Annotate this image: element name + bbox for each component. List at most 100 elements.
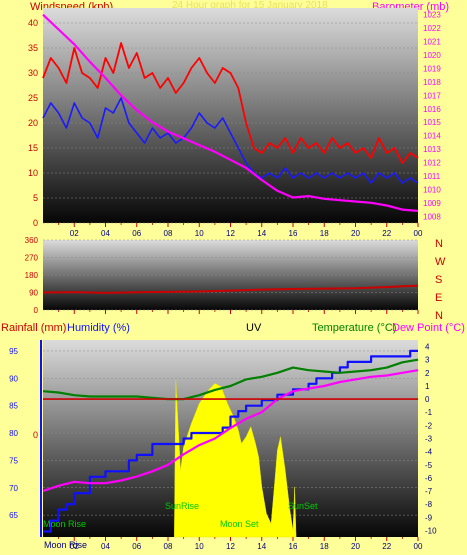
compass-letter: E	[435, 292, 442, 304]
moonrise-label: Moon Rise	[43, 519, 86, 529]
temperature-series	[42, 349, 419, 533]
humidity-tick-label: 90	[9, 374, 18, 383]
wind-tick-label: 5	[33, 193, 38, 203]
time-tick-label: 18	[320, 542, 329, 551]
time-tick-label: 10	[195, 229, 204, 238]
moonset-label: Moon Set	[220, 519, 259, 529]
barometer-axis: 1008 1009 1010 1011 1012 1013 1014 1015 1016 1017…	[423, 11, 441, 222]
humidity-tick-label: 95	[9, 347, 18, 356]
time-tick-label: 02	[70, 229, 79, 238]
humidity-line	[43, 349, 418, 533]
compass-letter: N	[435, 238, 443, 250]
wind-tick-label: 15	[28, 143, 38, 153]
time-tick-label: 00	[414, 542, 423, 551]
temperature-tick-label: -7	[425, 487, 433, 496]
time-tick-label: 20	[351, 229, 360, 238]
wind-series	[42, 13, 419, 212]
humidity-tick-label: 70	[9, 484, 18, 493]
barometer-tick-label: 1015	[423, 118, 441, 127]
time-tick-label: 18	[320, 229, 329, 238]
compass-letter: S	[435, 274, 442, 286]
barometer-tick-label: 1020	[423, 51, 441, 60]
wind-tick-label: 0	[33, 218, 38, 228]
time-tick-label: 14	[257, 229, 266, 238]
uv-label: UV	[246, 322, 262, 334]
wind-plot-area	[43, 8, 418, 223]
dew-point-line	[42, 369, 419, 493]
temperature-tick-label: -5	[425, 461, 433, 470]
time-tick-label: 16	[289, 229, 298, 238]
direction-tick-label: 90	[29, 289, 38, 298]
humidity-tick-label: 80	[9, 429, 18, 438]
time-tick-label: 06	[132, 542, 141, 551]
sunrise-label: SunRise	[165, 501, 199, 511]
time-tick-label: 04	[101, 229, 110, 238]
barometer-tick-label: 1022	[423, 24, 441, 33]
time-tick-label: 02	[70, 542, 79, 551]
time-tick-label: 22	[382, 229, 391, 238]
time-tick-label: 12	[226, 542, 235, 551]
temperature-tick-label: -2	[425, 421, 433, 430]
barometer-tick-label: 1012	[423, 159, 441, 168]
rain-zero-label: 0	[33, 430, 38, 440]
sunset-label: SunSet	[288, 501, 318, 511]
barometer-tick-label: 1011	[423, 172, 441, 181]
barometer-tick-label: 1014	[423, 132, 441, 141]
barometer-tick-label: 1008	[423, 212, 441, 221]
compass-letter: N	[435, 310, 443, 322]
temperature-tick-label: -4	[425, 448, 433, 457]
temperature-tick-label: 4	[425, 343, 430, 352]
date-label: 24 Hour graph for 15 January 2018	[172, 0, 328, 11]
time-tick-label: 10	[195, 542, 204, 551]
direction-axis: 0 90 180 270 360	[25, 236, 39, 315]
direction-tick-label: 0	[34, 306, 39, 315]
wind-tick-label: 30	[28, 68, 38, 78]
uv-area-fill	[174, 379, 297, 538]
barometer-tick-label: 1018	[423, 78, 441, 87]
time-tick-label: 20	[351, 542, 360, 551]
temperature-tick-label: 0	[425, 395, 430, 404]
wind-axis: 0 5 10 15 20 25 30 35 40	[28, 18, 38, 228]
time-tick-label: 00	[414, 229, 423, 238]
temperature-tick-label: 2	[425, 369, 430, 378]
humidity-tick-label: 85	[9, 402, 18, 411]
temperature-tick-label: -1	[425, 408, 433, 417]
wind-tick-label: 20	[28, 118, 38, 128]
temperature-tick-label: -9	[425, 513, 433, 522]
direction-tick-label: 180	[25, 271, 39, 280]
direction-tick-label: 360	[25, 236, 39, 245]
barometer-tick-label: 1013	[423, 145, 441, 154]
wind-tick-label: 10	[28, 168, 38, 178]
dew-point-label: Dew Point (°C)	[392, 322, 465, 334]
time-tick-label: 08	[164, 229, 173, 238]
temperature-tick-label: -3	[425, 435, 433, 444]
temperature-tick-label: 1	[425, 382, 430, 391]
wind-tick-label: 40	[28, 18, 38, 28]
direction-tick-label: 270	[25, 254, 39, 263]
time-tick-label: 06	[132, 229, 141, 238]
time-tick-label: 14	[257, 542, 266, 551]
wind-gust-line	[42, 42, 419, 164]
moonrise-axis-label: Moon Rise	[44, 540, 87, 550]
barometer-tick-label: 1017	[423, 91, 441, 100]
time-tick-label: 12	[226, 229, 235, 238]
barometer-line	[42, 13, 419, 212]
barometer-tick-label: 1021	[423, 38, 441, 47]
temperature-tick-label: -10	[425, 526, 437, 535]
humidity-axis: 65 70 75 80 85 90 95	[9, 340, 42, 537]
temperature-label: Temperature (°C)	[312, 322, 396, 334]
wind-average-line	[42, 97, 419, 184]
humidity-tick-label: 65	[9, 511, 18, 520]
temperature-tick-label: -8	[425, 500, 433, 509]
time-tick-label: 16	[289, 542, 298, 551]
barometer-tick-label: 1019	[423, 64, 441, 73]
wind-direction-line	[42, 284, 419, 294]
time-tick-label: 08	[164, 542, 173, 551]
direction-series	[42, 284, 419, 294]
barometer-tick-label: 1016	[423, 105, 441, 114]
compass-letter: W	[435, 256, 446, 268]
uv-area	[174, 379, 297, 538]
